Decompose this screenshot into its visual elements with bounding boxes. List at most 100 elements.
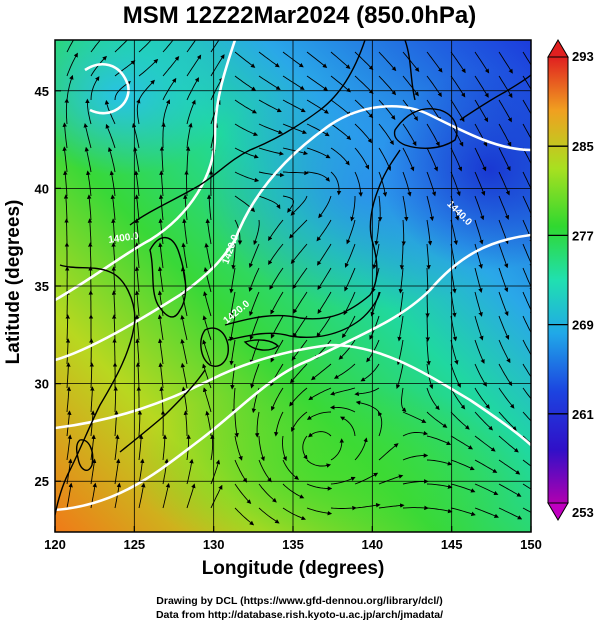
- streamline: [270, 339, 284, 363]
- streamline: [498, 363, 513, 387]
- contour-1400: [55, 40, 237, 302]
- axis-ticks: 120 125 130 135 140 145 150 25 30 35 40 45: [35, 84, 542, 552]
- streamline: [474, 315, 484, 341]
- streamline: [229, 267, 236, 294]
- streamline: [105, 123, 116, 149]
- coast-sakhalin: [404, 40, 416, 101]
- streamline: [402, 505, 429, 511]
- streamline: [522, 411, 531, 422]
- streamline: [90, 458, 97, 485]
- streamline: [186, 54, 202, 77]
- streamline: [270, 291, 284, 315]
- streamline: [498, 75, 513, 99]
- streamline: [522, 123, 531, 140]
- streamline: [234, 435, 243, 461]
- streamline: [249, 339, 260, 365]
- streamline: [311, 363, 332, 381]
- streamline: [268, 219, 284, 242]
- lat-lon-grid: [55, 40, 531, 532]
- streamline: [370, 291, 380, 317]
- streamline: [498, 291, 509, 317]
- streamline: [136, 98, 141, 125]
- streamline: [426, 387, 440, 411]
- streamline: [138, 482, 146, 509]
- streamline: [157, 314, 164, 341]
- streamline: [425, 267, 431, 294]
- streamline: [234, 75, 257, 91]
- streamline: [498, 147, 511, 172]
- streamline: [180, 338, 188, 365]
- streamline: [90, 410, 96, 437]
- streamline: [162, 482, 171, 509]
- x-tick-label: 145: [441, 537, 463, 552]
- streamline: [138, 434, 144, 461]
- streamline: [354, 75, 374, 94]
- streamline: [87, 218, 93, 245]
- streamline: [111, 290, 117, 317]
- streamline: [402, 75, 419, 97]
- streamline: [229, 339, 236, 366]
- streamline: [498, 195, 510, 220]
- streamline: [398, 267, 404, 294]
- streamline: [248, 267, 260, 292]
- coast-shikoku: [243, 339, 280, 351]
- streamline: [234, 51, 256, 68]
- streamline: [111, 218, 116, 245]
- streamline: [474, 171, 486, 196]
- streamline: [66, 410, 72, 437]
- streamline: [330, 387, 356, 396]
- streamline: [180, 362, 188, 389]
- coast-korea: [149, 236, 187, 318]
- y-tick-label: 45: [35, 84, 49, 99]
- streamline: [316, 315, 332, 338]
- streamline: [158, 194, 164, 221]
- streamline: [330, 99, 352, 116]
- streamline: [522, 195, 531, 220]
- streamline: [498, 411, 517, 431]
- streamline: [360, 363, 380, 382]
- streamline: [186, 483, 196, 509]
- streamline: [474, 291, 483, 317]
- coast-asia-north: [129, 40, 366, 226]
- streamline: [269, 267, 284, 290]
- streamline: [426, 459, 453, 466]
- streamline: [64, 218, 69, 244]
- streamline: [111, 314, 117, 341]
- streamline: [90, 386, 95, 413]
- streamline: [159, 146, 165, 173]
- streamline: [84, 146, 92, 173]
- streamline: [306, 507, 333, 516]
- streamline: [162, 55, 180, 77]
- streamline: [522, 459, 531, 467]
- streamline: [65, 338, 71, 365]
- streamline: [291, 411, 308, 432]
- streamline: [186, 40, 197, 53]
- streamline: [450, 147, 463, 172]
- streamline: [258, 99, 282, 113]
- streamline: [426, 51, 443, 73]
- streamline: [522, 51, 531, 66]
- streamline: [282, 459, 300, 480]
- streamline: [474, 219, 484, 245]
- streamline: [302, 435, 308, 460]
- streamline: [62, 122, 68, 149]
- streamline: [474, 147, 487, 172]
- streamline: [66, 386, 72, 413]
- streamline: [425, 315, 430, 342]
- streamline: [378, 99, 396, 120]
- streamline: [210, 434, 215, 461]
- streamline: [138, 40, 152, 53]
- streamline: [498, 171, 510, 196]
- streamline: [354, 51, 374, 71]
- streamline: [426, 339, 431, 366]
- streamline: [62, 146, 68, 173]
- streamline: [426, 435, 452, 445]
- streamline: [109, 170, 116, 197]
- coast-hokkaido: [393, 108, 458, 149]
- streamline: [522, 147, 531, 171]
- streamline: [204, 242, 212, 269]
- streamline: [498, 435, 519, 453]
- streamline: [402, 411, 427, 423]
- streamline: [258, 435, 265, 462]
- streamline: [450, 435, 474, 450]
